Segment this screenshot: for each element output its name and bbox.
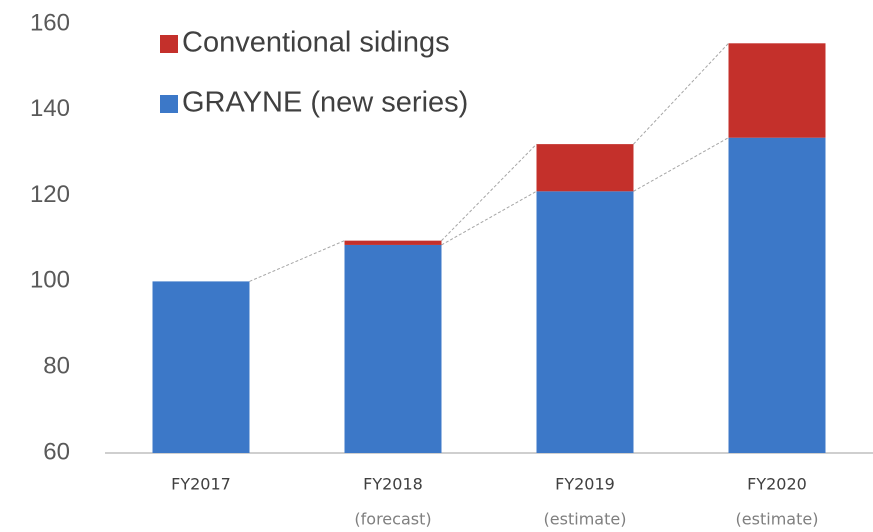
legend-label: GRAYNE (new series) <box>182 87 468 119</box>
bar-segment <box>344 244 442 453</box>
legend-label: Conventional sidings <box>182 27 450 59</box>
bar-segment <box>536 191 634 453</box>
bar-segment <box>536 144 634 192</box>
y-tick-label: 100 <box>30 267 70 294</box>
legend-swatch <box>160 35 178 53</box>
x-tick-label: FY2017 <box>171 475 231 494</box>
y-tick-label: 140 <box>30 95 70 122</box>
x-tick-label: FY2019 <box>555 475 615 494</box>
x-tick-note: (estimate) <box>736 510 819 529</box>
x-tick-note: (estimate) <box>544 510 627 529</box>
bar-segment <box>728 43 826 138</box>
connector <box>633 137 729 192</box>
connector <box>441 143 537 241</box>
x-tick-label: FY2018 <box>363 475 423 494</box>
y-tick-label: 160 <box>30 9 70 36</box>
connector <box>633 42 729 145</box>
bar-segment <box>152 281 250 453</box>
y-tick-label: 60 <box>43 438 70 465</box>
connector <box>249 240 345 282</box>
y-tick-label: 120 <box>30 181 70 208</box>
connector <box>441 190 537 246</box>
legend-swatch <box>160 95 178 113</box>
x-tick-note: (forecast) <box>354 510 431 529</box>
bar-segment <box>344 240 442 245</box>
y-tick-label: 80 <box>43 353 70 380</box>
x-tick-label: FY2020 <box>747 475 807 494</box>
bar-segment <box>728 137 826 453</box>
